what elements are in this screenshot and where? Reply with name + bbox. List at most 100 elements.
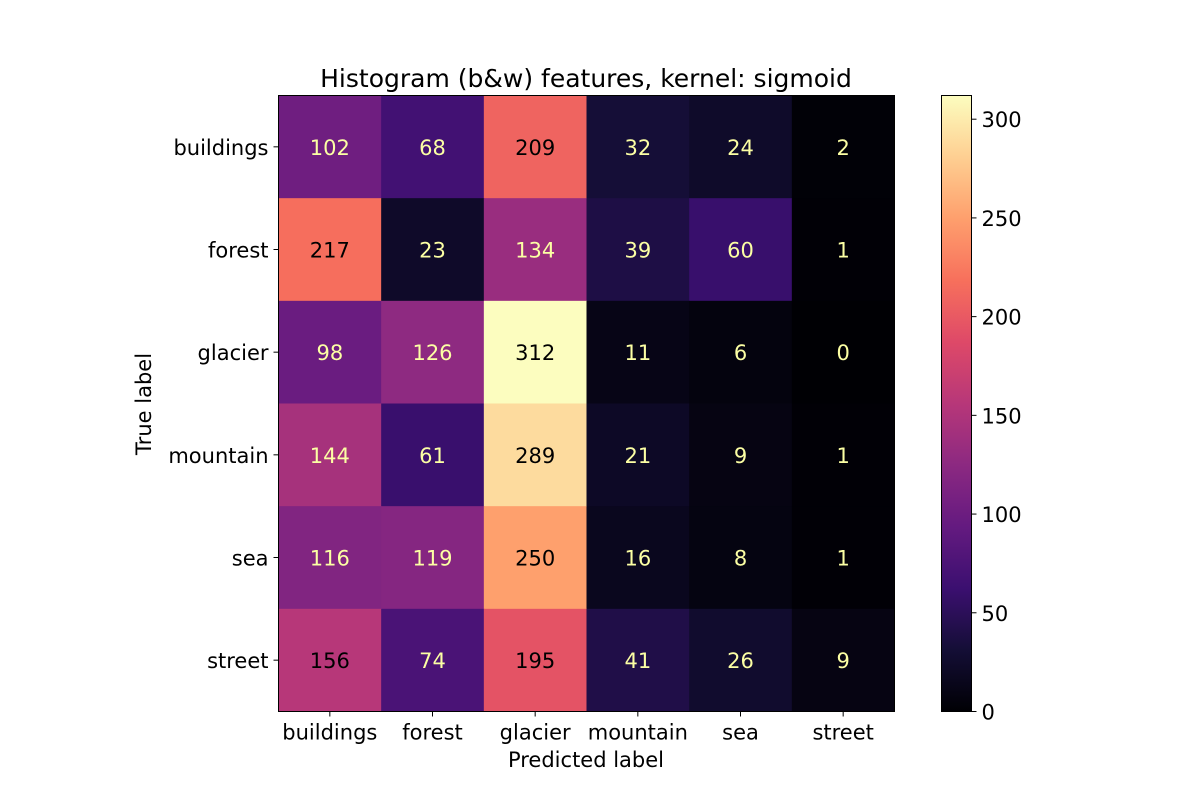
- heatmap-cell: [278, 608, 382, 712]
- cell-value-label: 60: [727, 239, 754, 263]
- cell-value-label: 68: [419, 136, 446, 160]
- x-tick-label: street: [812, 721, 873, 745]
- heatmap-cell: [586, 506, 690, 610]
- heatmap-cell: [689, 403, 793, 507]
- heatmap-cell: [483, 608, 587, 712]
- heatmap-cell: [791, 198, 895, 302]
- cell-value-label: 156: [310, 649, 350, 673]
- cell-value-label: 1: [836, 239, 849, 263]
- heatmap-cell: [689, 95, 793, 199]
- colorbar-tick-label: 150: [982, 404, 1022, 428]
- heatmap-cell: [689, 608, 793, 712]
- heatmap-cell: [278, 300, 382, 404]
- heatmap-cell: [586, 95, 690, 199]
- colorbar-tick-label: 250: [982, 207, 1022, 231]
- cell-value-label: 209: [515, 136, 555, 160]
- cell-value-label: 8: [734, 547, 747, 571]
- colorbar-tick-label: 50: [982, 602, 1009, 626]
- heatmap-cell: [483, 300, 587, 404]
- cell-value-label: 289: [515, 444, 555, 468]
- plot-frame: [278, 95, 895, 712]
- cell-value-label: 312: [515, 341, 555, 365]
- cell-value-label: 126: [412, 341, 452, 365]
- heatmap-cell: [381, 300, 485, 404]
- x-tick-label: sea: [722, 721, 759, 745]
- heatmap-cell: [586, 300, 690, 404]
- heatmap-cell: [483, 403, 587, 507]
- cell-value-label: 32: [624, 136, 651, 160]
- cell-value-label: 9: [734, 444, 747, 468]
- cell-value-label: 102: [310, 136, 350, 160]
- heatmap-cell: [791, 608, 895, 712]
- cell-value-label: 119: [412, 547, 452, 571]
- heatmap-cell: [791, 403, 895, 507]
- cell-value-label: 39: [624, 239, 651, 263]
- heatmap-cell: [689, 300, 793, 404]
- heatmap-cell: [278, 95, 382, 199]
- cell-value-label: 24: [727, 136, 754, 160]
- x-tick-labels: buildings forest glacier mountain sea street: [282, 711, 874, 745]
- y-tick-label: sea: [232, 547, 269, 571]
- cell-value-label: 16: [624, 547, 651, 571]
- heatmap-cell: [381, 608, 485, 712]
- cell-value-label: 26: [727, 649, 754, 673]
- colorbar-tick-label: 0: [982, 701, 995, 725]
- x-tick-label: glacier: [500, 721, 571, 745]
- cell-value-label: 11: [624, 341, 651, 365]
- heatmap-cell: [689, 506, 793, 610]
- heatmap-cell: [791, 300, 895, 404]
- cell-value-label: 250: [515, 547, 555, 571]
- x-tick-label: forest: [402, 721, 463, 745]
- y-tick-label: mountain: [168, 444, 268, 468]
- heatmap-cell: [278, 198, 382, 302]
- heatmap-cell: [483, 506, 587, 610]
- y-tick-label: buildings: [173, 136, 268, 160]
- heatmap-cell: [381, 506, 485, 610]
- y-tick-label: street: [207, 649, 268, 673]
- cell-value-label: 0: [836, 341, 849, 365]
- cell-value-label: 195: [515, 649, 555, 673]
- heatmap-cell: [689, 198, 793, 302]
- cell-value-label: 21: [624, 444, 651, 468]
- x-axis-label: Predicted label: [508, 748, 664, 772]
- chart-title: Histogram (b&w) features, kernel: sigmoi…: [320, 64, 852, 93]
- cell-value-label: 74: [419, 649, 446, 673]
- cell-value-label: 116: [310, 547, 350, 571]
- cell-value-label: 61: [419, 444, 446, 468]
- heatmap-cell: [381, 198, 485, 302]
- y-tick-label: glacier: [198, 341, 269, 365]
- y-axis-label: True label: [132, 353, 156, 456]
- cell-value-label: 9: [836, 649, 849, 673]
- heatmap-cell: [483, 198, 587, 302]
- colorbar: [941, 95, 972, 712]
- cell-value-label: 6: [734, 341, 747, 365]
- heatmap-cell: [791, 506, 895, 610]
- y-tick-labels: buildings forest glacier mountain sea street: [168, 136, 279, 673]
- heatmap-cell: [278, 506, 382, 610]
- heatmap-cell: [586, 198, 690, 302]
- x-tick-label: mountain: [588, 721, 688, 745]
- cell-value-label: 217: [310, 239, 350, 263]
- colorbar-tick-label: 100: [982, 503, 1022, 527]
- cell-value-label: 134: [515, 239, 555, 263]
- heatmap-cell: [791, 95, 895, 199]
- x-tick-label: buildings: [282, 721, 377, 745]
- cell-value-label: 1: [836, 547, 849, 571]
- colorbar-tick-label: 200: [982, 306, 1022, 330]
- y-tick-label: forest: [208, 239, 269, 263]
- heatmap-cell: [586, 403, 690, 507]
- cell-value-label: 2: [836, 136, 849, 160]
- colorbar-tick-label: 300: [982, 108, 1022, 132]
- cell-value-label: 41: [624, 649, 651, 673]
- heatmap-cell: [381, 95, 485, 199]
- heatmap-cell: [483, 95, 587, 199]
- cell-value-label: 1: [836, 444, 849, 468]
- cell-value-label: 98: [316, 341, 343, 365]
- cell-value-label: 144: [310, 444, 350, 468]
- heatmap-cell: [381, 403, 485, 507]
- heatmap-cell: [278, 403, 382, 507]
- cell-value-label: 23: [419, 239, 446, 263]
- colorbar-ticks: 0 50 100 150 200 250 300: [971, 108, 1022, 725]
